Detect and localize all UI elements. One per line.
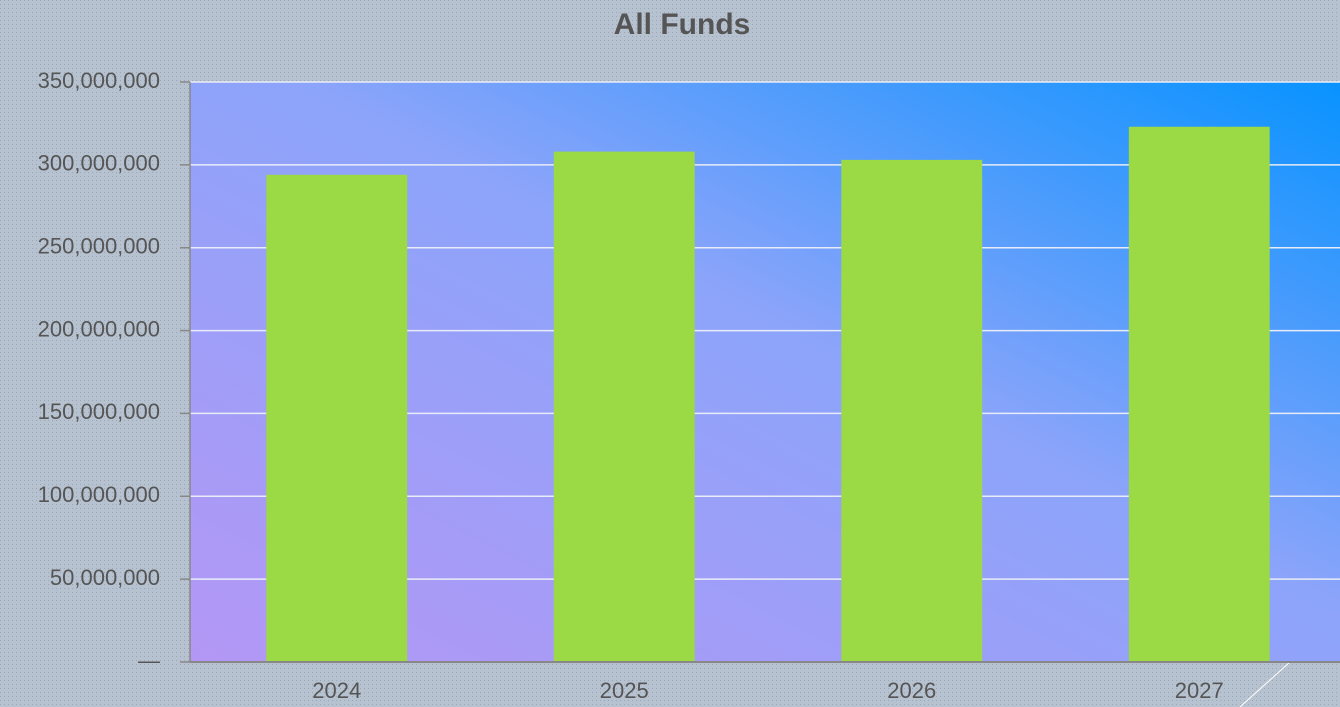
bar bbox=[266, 174, 408, 663]
y-tick-label: 350,000,000 bbox=[38, 68, 160, 93]
chart-title: All Funds bbox=[614, 8, 751, 41]
bar bbox=[841, 159, 983, 662]
bar bbox=[553, 151, 695, 662]
x-tick-label: 2024 bbox=[312, 678, 361, 703]
y-tick-label: 200,000,000 bbox=[38, 316, 160, 341]
y-tick-label: 300,000,000 bbox=[38, 151, 160, 176]
y-tick-label: 150,000,000 bbox=[38, 399, 160, 424]
y-tick-label: 50,000,000 bbox=[50, 565, 160, 590]
x-tick-label: 2027 bbox=[1175, 678, 1224, 703]
y-tick-label: 100,000,000 bbox=[38, 482, 160, 507]
y-tick-label: — bbox=[138, 648, 160, 673]
x-tick-label: 2025 bbox=[600, 678, 649, 703]
decoration bbox=[1239, 661, 1291, 707]
x-tick-label: 2026 bbox=[887, 678, 936, 703]
bar bbox=[1128, 126, 1270, 662]
y-tick-label: 250,000,000 bbox=[38, 234, 160, 259]
